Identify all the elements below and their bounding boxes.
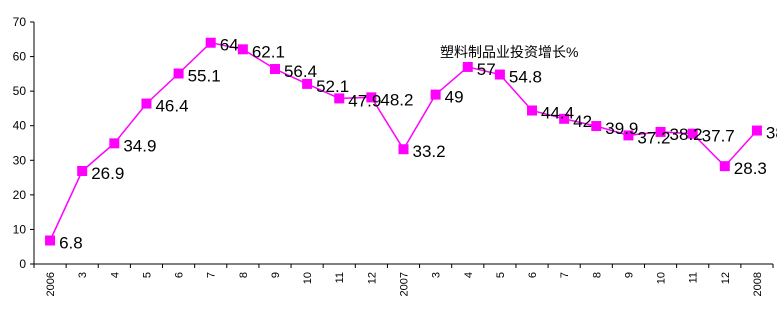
data-point	[398, 144, 409, 155]
data-label: 39.9	[605, 119, 638, 138]
y-tick-label: 10	[13, 222, 27, 236]
data-point	[173, 68, 184, 79]
data-point	[205, 37, 216, 48]
x-tick-label: 8	[591, 272, 603, 278]
data-point	[623, 130, 634, 141]
data-label: 56.4	[284, 62, 317, 81]
data-point	[751, 125, 762, 136]
x-tick-label: 2008	[752, 272, 764, 296]
data-label: 55.1	[188, 67, 221, 86]
data-label: 38.6	[766, 124, 777, 143]
data-label: 52.1	[316, 77, 349, 96]
y-tick-label: 60	[13, 50, 27, 64]
data-label: 34.9	[123, 136, 156, 155]
data-point	[494, 69, 505, 80]
x-tick-label: 11	[688, 272, 700, 283]
y-axis: 0 10 20 30 40 50 60 70	[13, 15, 35, 271]
x-tick-label: 5	[141, 272, 153, 278]
y-tick-label: 30	[13, 153, 27, 167]
x-axis: 2006 3 4 5 6 7 8 9 10 11 12 2007 3 4 5 6 7 8 9 10 11 12 2008	[33, 263, 774, 296]
data-label: 38.2	[670, 125, 703, 144]
data-label: 37.7	[702, 127, 735, 146]
data-label: 54.8	[509, 68, 542, 87]
data-point	[687, 128, 698, 139]
x-tick-label: 7	[559, 272, 571, 278]
x-tick-label: 5	[495, 272, 507, 278]
data-label: 37.2	[637, 128, 670, 147]
data-point	[141, 98, 152, 109]
data-label: 28.3	[734, 159, 767, 178]
data-label: 26.9	[91, 164, 124, 183]
data-label: 64	[220, 36, 239, 55]
data-point	[334, 93, 345, 104]
data-point	[462, 61, 473, 72]
data-label: 33.2	[413, 142, 446, 161]
x-tick-label: 2007	[399, 272, 411, 296]
data-point	[237, 44, 248, 55]
x-tick-label: 12	[720, 272, 732, 284]
x-tick-label: 4	[109, 272, 121, 278]
data-label: 49	[445, 88, 464, 107]
x-tick-label: 10	[656, 272, 668, 284]
data-point	[45, 235, 56, 246]
x-tick-label: 12	[366, 272, 378, 284]
data-point	[430, 89, 441, 100]
x-tick-label: 11	[334, 272, 346, 283]
data-point	[77, 166, 88, 177]
data-point	[366, 92, 377, 103]
x-tick-label: 10	[302, 272, 314, 284]
x-tick-label: 4	[463, 272, 475, 278]
data-point	[527, 105, 538, 116]
series	[45, 37, 762, 246]
y-tick-label: 70	[13, 15, 27, 29]
data-point	[269, 64, 280, 75]
data-labels: 6.8 26.9 34.9 46.455.1 64 62.156.452.147.9 48.…	[59, 36, 777, 253]
x-tick-label: 2006	[45, 272, 57, 296]
x-tick-label: 9	[623, 272, 635, 278]
y-tick-label: 0	[19, 257, 26, 271]
y-tick-label: 40	[13, 119, 27, 133]
data-label: 62.1	[252, 42, 285, 61]
data-point	[109, 138, 120, 149]
data-point	[719, 161, 730, 172]
data-point	[302, 78, 313, 89]
data-label: 57	[477, 60, 496, 79]
chart-title: 塑料制品业投资增长%	[440, 44, 578, 60]
x-tick-label: 6	[527, 272, 539, 278]
data-label: 46.4	[155, 97, 188, 116]
data-label: 42	[573, 112, 592, 131]
data-point	[559, 113, 570, 124]
data-label: 44.4	[541, 104, 574, 123]
data-label: 47.9	[348, 91, 381, 110]
x-tick-label: 3	[77, 272, 89, 278]
y-tick-label: 20	[13, 188, 27, 202]
data-point	[655, 126, 666, 137]
x-tick-label: 7	[206, 272, 218, 278]
y-tick-label: 50	[13, 84, 27, 98]
x-tick-label: 3	[431, 272, 443, 278]
data-label: 48.2	[380, 90, 413, 109]
data-label: 6.8	[59, 233, 83, 252]
data-point	[591, 121, 602, 132]
x-tick-label: 6	[174, 272, 186, 278]
x-tick-label: 9	[270, 272, 282, 278]
x-tick-label: 8	[238, 272, 250, 278]
